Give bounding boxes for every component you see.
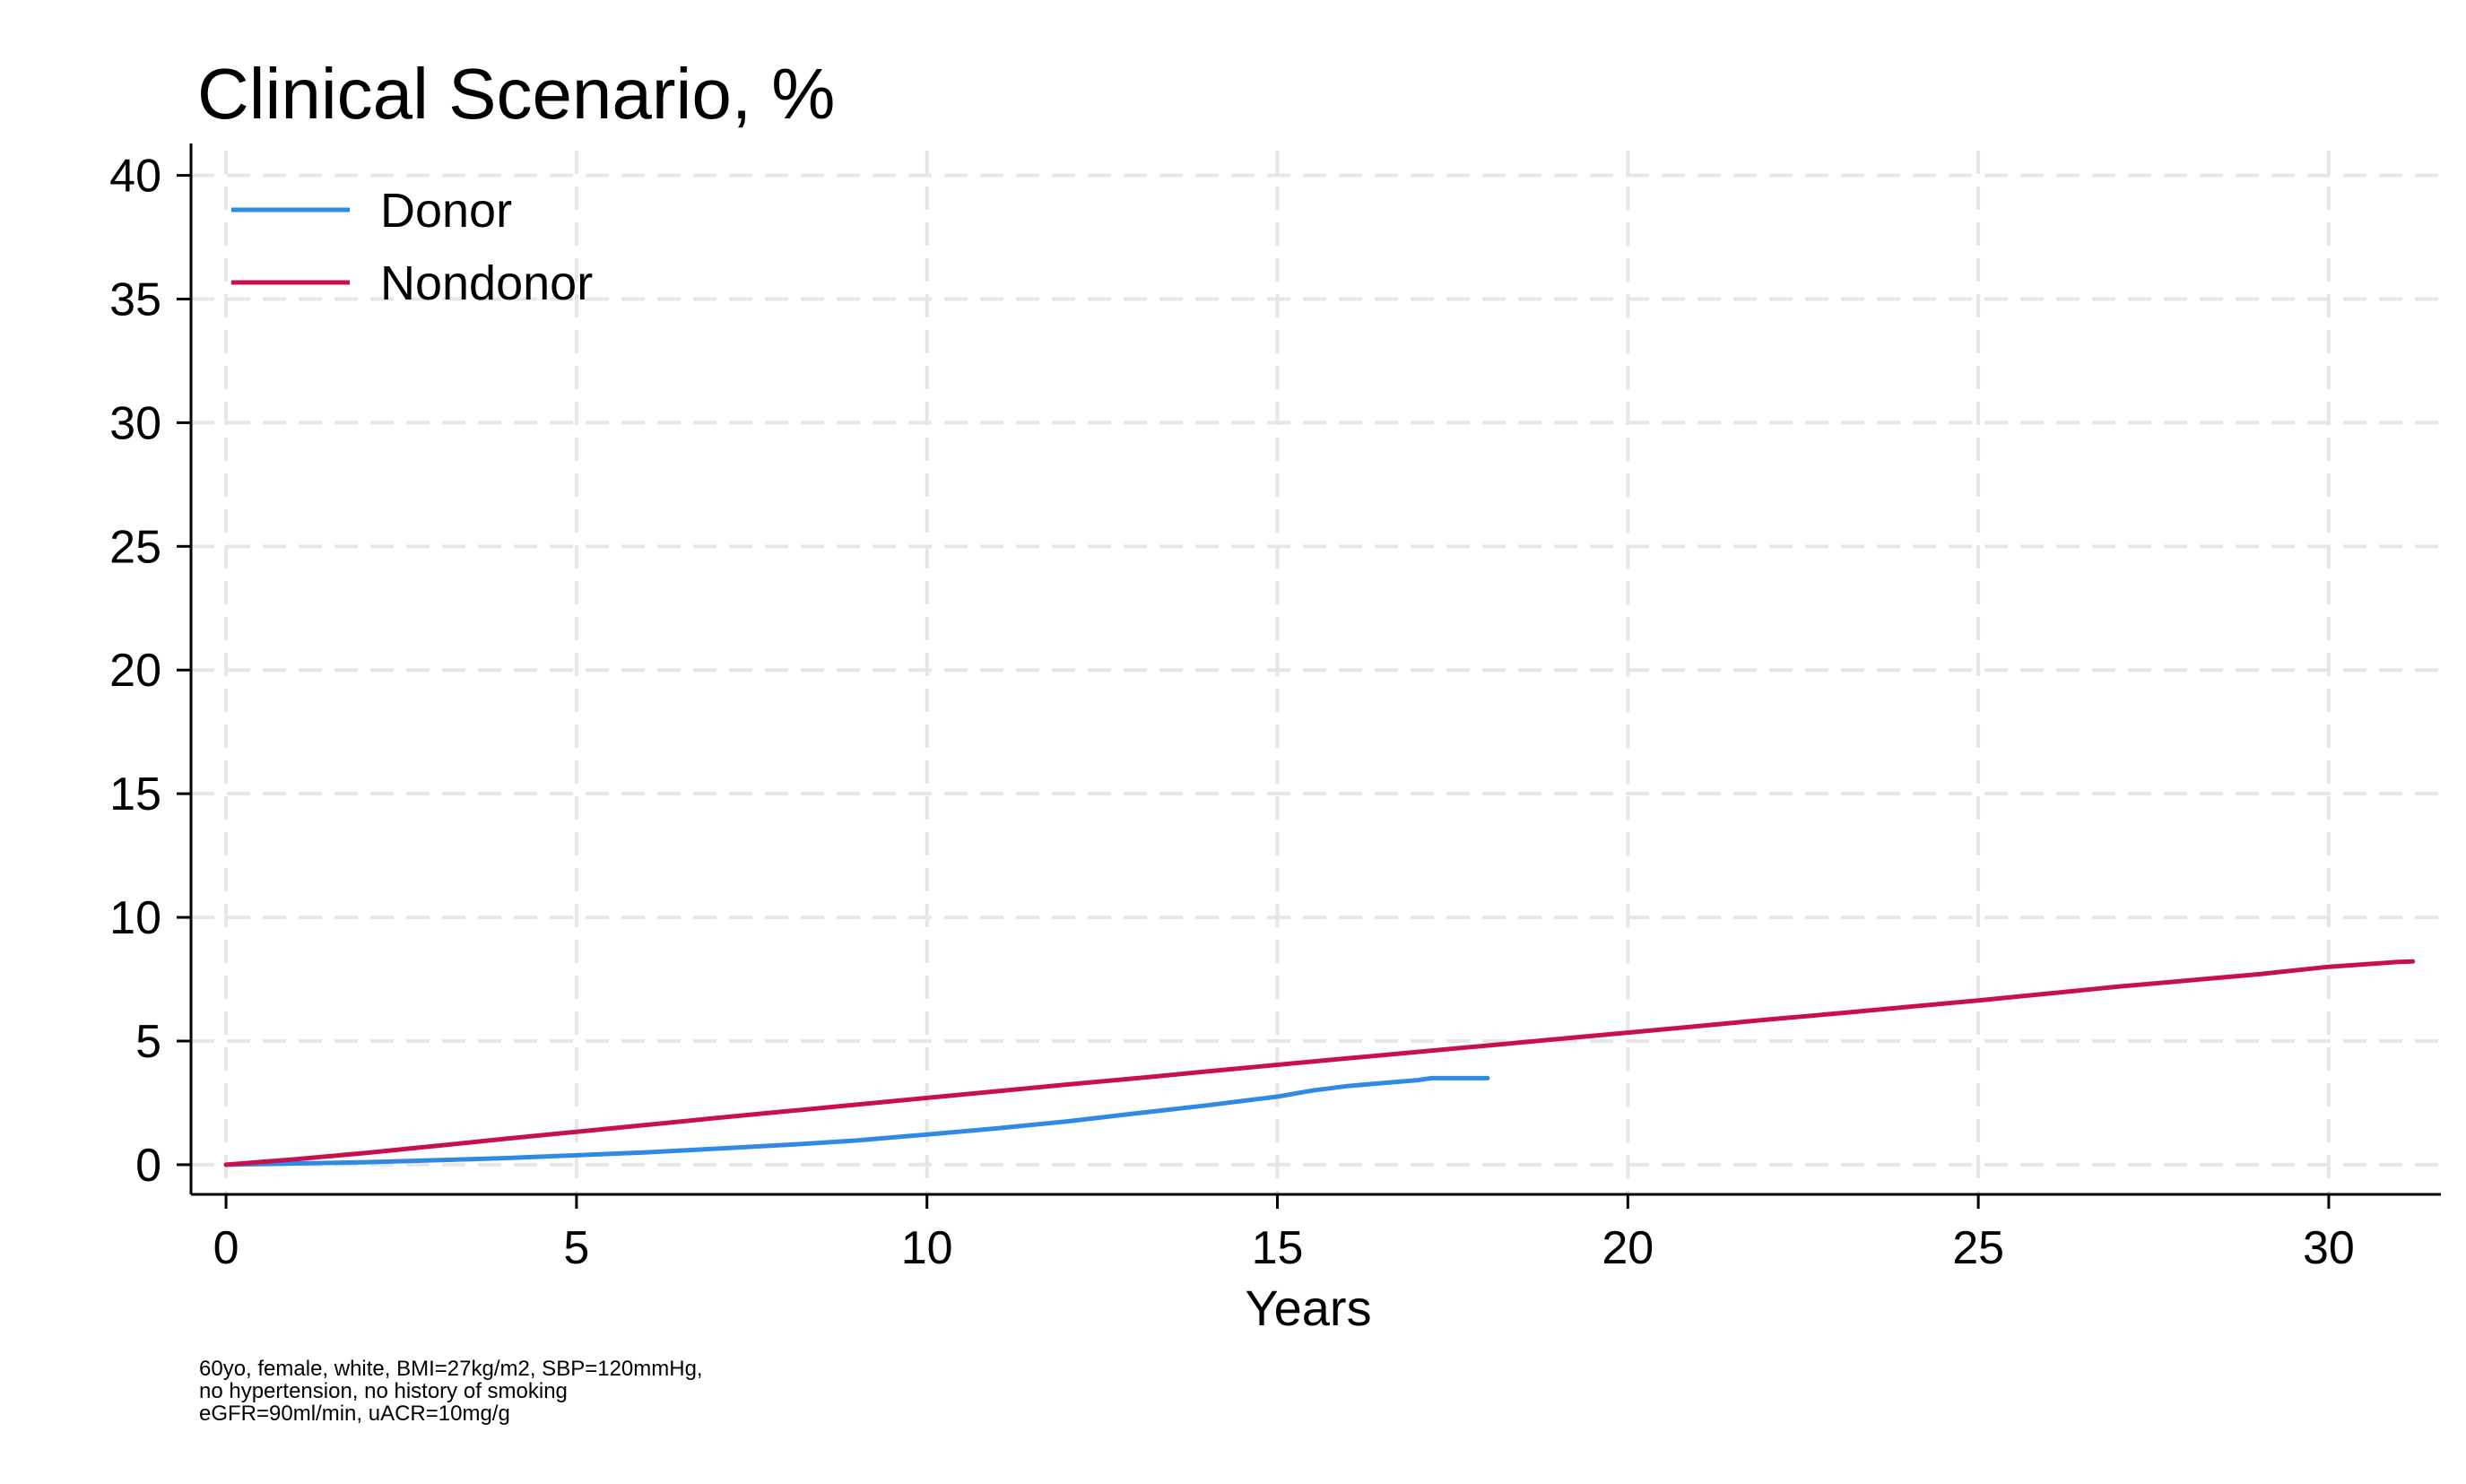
x-axis-label: Years bbox=[1245, 1280, 1371, 1336]
y-tick-label: 10 bbox=[109, 892, 161, 944]
series-line-donor bbox=[223, 1075, 1490, 1167]
y-tick-label: 30 bbox=[109, 397, 161, 449]
y-tick-label: 40 bbox=[109, 151, 161, 203]
x-tick-label: 15 bbox=[1252, 1222, 1304, 1274]
x-tick-label: 20 bbox=[1602, 1222, 1654, 1274]
y-tick-label: 20 bbox=[109, 645, 161, 697]
x-tick-label: 0 bbox=[213, 1222, 239, 1274]
x-tick-label: 5 bbox=[563, 1222, 589, 1274]
legend-label-nondonor: Nondonor bbox=[380, 256, 593, 310]
note-line-2: no hypertension, no history of smoking bbox=[199, 1379, 568, 1403]
legend: Donor Nondonor bbox=[231, 184, 593, 310]
x-tick-label: 25 bbox=[1952, 1222, 2004, 1274]
series-line-nondonor bbox=[223, 959, 2416, 1167]
note-line-3: eGFR=90ml/min, uACR=10mg/g bbox=[199, 1402, 510, 1426]
y-tick-label: 35 bbox=[109, 273, 161, 325]
x-tick-label: 10 bbox=[901, 1222, 953, 1274]
chart-title: Clinical Scenario, % bbox=[197, 54, 835, 134]
grid bbox=[191, 151, 2441, 1194]
y-tick-label: 15 bbox=[109, 768, 161, 820]
y-tick-label: 0 bbox=[135, 1140, 161, 1192]
legend-label-donor: Donor bbox=[380, 184, 512, 238]
note-line-1: 60yo, female, white, BMI=27kg/m2, SBP=12… bbox=[199, 1357, 703, 1381]
series-lines bbox=[223, 959, 2416, 1167]
axes: 0 5 10 15 20 25 30 0 5 10 15 20 25 30 35 40 bbox=[109, 143, 2441, 1274]
y-tick-label: 25 bbox=[109, 521, 161, 573]
x-tick-label: 30 bbox=[2303, 1222, 2355, 1274]
y-tick-label: 5 bbox=[135, 1016, 161, 1068]
footnote: 60yo, female, white, BMI=27kg/m2, SBP=12… bbox=[199, 1357, 703, 1426]
